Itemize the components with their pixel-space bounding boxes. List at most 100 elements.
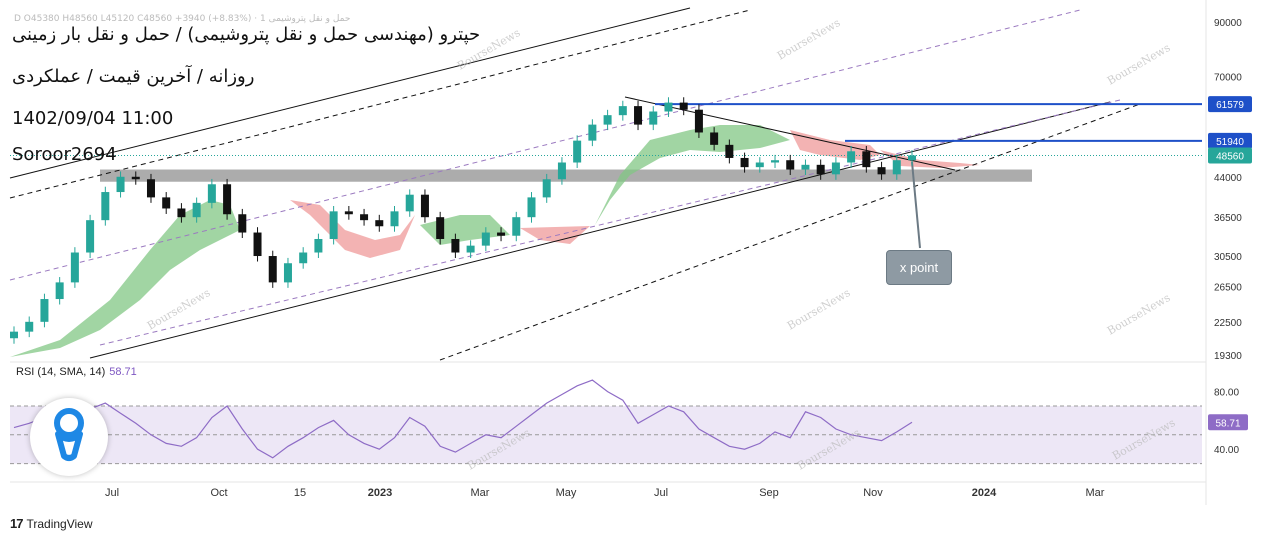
candle-body — [329, 211, 338, 239]
x-point-pointer — [911, 161, 921, 249]
level-label: 48560 — [1216, 151, 1244, 162]
time-tick-label: Mar — [471, 487, 490, 499]
cloud-band — [520, 226, 590, 244]
candle-body — [192, 202, 201, 218]
candle-body — [451, 238, 460, 253]
rsi-panel: 80.00 40.00 58.71 — [10, 379, 1248, 465]
price-tick-label: 19300 — [1214, 351, 1242, 362]
candle-body — [694, 109, 703, 133]
candle-body — [466, 245, 475, 253]
time-tick-label: 2023 — [368, 487, 392, 499]
support-zone-layer — [100, 169, 1032, 182]
price-tick-label: 30500 — [1214, 252, 1242, 263]
candle-body — [892, 160, 901, 175]
infinity-icon — [54, 408, 84, 461]
candle-body — [816, 164, 825, 175]
price-tick-label: 22500 — [1214, 318, 1242, 329]
watermark-text: BourseNews — [1105, 291, 1173, 338]
candle-body — [497, 232, 506, 236]
time-tick-label: Sep — [759, 487, 779, 499]
candle-body — [664, 102, 673, 112]
x-point-callout: x point — [886, 250, 952, 285]
candle-body — [679, 102, 688, 110]
candle-body — [847, 151, 856, 163]
candle-body — [755, 162, 764, 168]
level-label-bg — [1208, 96, 1252, 113]
candle-body — [299, 252, 308, 264]
candle-body — [512, 217, 521, 236]
candles — [10, 97, 916, 344]
candle-body — [207, 184, 216, 203]
candle-body — [283, 263, 292, 283]
brand-logo — [30, 398, 108, 476]
chart-subtitle: روزانه / آخرین قیمت / عملکردی — [12, 66, 255, 87]
candle-body — [86, 220, 95, 253]
footer: 17 TradingView — [10, 516, 93, 531]
candle-body — [573, 140, 582, 163]
candle-body — [436, 217, 445, 239]
axes: 90000 70000 44000 36500 30500 26500 22500 19300… — [10, 0, 1242, 505]
rsi-tick-label: 80.00 — [1214, 388, 1239, 399]
candle-body — [146, 179, 155, 198]
cloud-band — [420, 215, 510, 245]
rsi-line — [13, 379, 913, 459]
candle-body — [253, 232, 262, 257]
candle-body — [481, 232, 490, 246]
candle-body — [771, 160, 780, 163]
candle-body — [10, 331, 18, 339]
candle-body — [908, 155, 916, 161]
rsi-header: RSI (14, SMA, 14) 58.71 — [16, 366, 137, 378]
candle-body — [877, 167, 886, 175]
rsi-value-label: 58.71 — [1215, 418, 1240, 429]
mid-purple-dash — [9, 9, 1081, 281]
rsi-tick-label: 40.00 — [1214, 445, 1239, 456]
lower-channel-dash — [439, 103, 1141, 361]
time-tick-label: Jul — [105, 487, 119, 499]
candle-body — [344, 211, 353, 215]
candle-body — [618, 106, 627, 116]
chart-title: حپترو (مهندسی حمل و نقل پتروشیمی) / حمل … — [12, 24, 481, 45]
watermark-text: BourseNews — [1105, 41, 1173, 88]
price-tick-label: 36500 — [1214, 213, 1242, 224]
candle-body — [603, 115, 612, 125]
candle-body — [268, 256, 277, 283]
price-tick-label: 70000 — [1214, 72, 1242, 83]
candle-body — [405, 194, 414, 212]
candle-body — [162, 197, 171, 209]
watermark-text: BourseNews — [785, 286, 853, 333]
time-tick-label: Nov — [863, 487, 883, 499]
cloud-band — [595, 125, 790, 225]
candle-body — [634, 106, 643, 125]
level-label-bg — [1208, 132, 1252, 149]
candle-body — [375, 220, 384, 227]
watermarks: BourseNews BourseNews BourseNews BourseNews… — [145, 16, 1178, 473]
support-zone — [100, 169, 1032, 182]
candle-body — [223, 184, 232, 215]
level-label-bg — [1208, 147, 1252, 164]
inner-purple-dash — [99, 99, 1121, 346]
time-tick-label: Jul — [654, 487, 668, 499]
cloud-band — [290, 200, 415, 258]
chart-datetime: 1402/09/04 11:00 — [12, 108, 174, 129]
level-label: 51940 — [1216, 137, 1244, 148]
candle-body — [40, 299, 49, 322]
candle-body — [238, 214, 247, 233]
candle-body — [527, 197, 536, 218]
level-lines: 61579 51940 48560 — [10, 96, 1252, 164]
price-tick-label: 90000 — [1214, 18, 1242, 29]
candle-body — [542, 179, 551, 198]
time-tick-label: May — [556, 487, 577, 499]
candle-body — [55, 282, 64, 300]
upper-channel-line — [9, 7, 691, 179]
candle-body — [649, 111, 658, 125]
candle-body — [710, 132, 719, 145]
cloud-band — [10, 200, 240, 357]
candle-body — [116, 176, 125, 193]
candle-body — [831, 162, 840, 175]
candle-body — [131, 176, 140, 180]
candle-body — [786, 160, 795, 170]
candle-body — [420, 194, 429, 218]
time-tick-label: Oct — [210, 487, 227, 499]
time-tick-label: 15 — [294, 487, 306, 499]
